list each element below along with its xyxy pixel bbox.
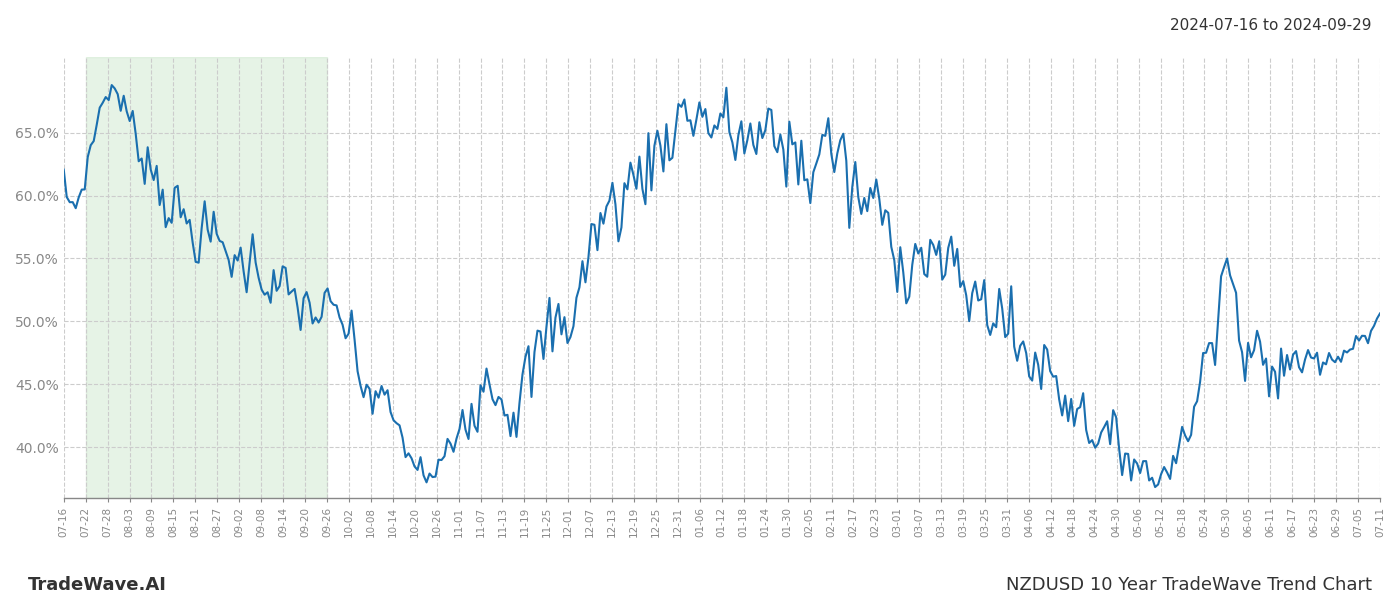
Text: TradeWave.AI: TradeWave.AI bbox=[28, 576, 167, 594]
Text: NZDUSD 10 Year TradeWave Trend Chart: NZDUSD 10 Year TradeWave Trend Chart bbox=[1007, 576, 1372, 594]
Text: 2024-07-16 to 2024-09-29: 2024-07-16 to 2024-09-29 bbox=[1170, 18, 1372, 33]
Bar bbox=[85, 57, 328, 498]
